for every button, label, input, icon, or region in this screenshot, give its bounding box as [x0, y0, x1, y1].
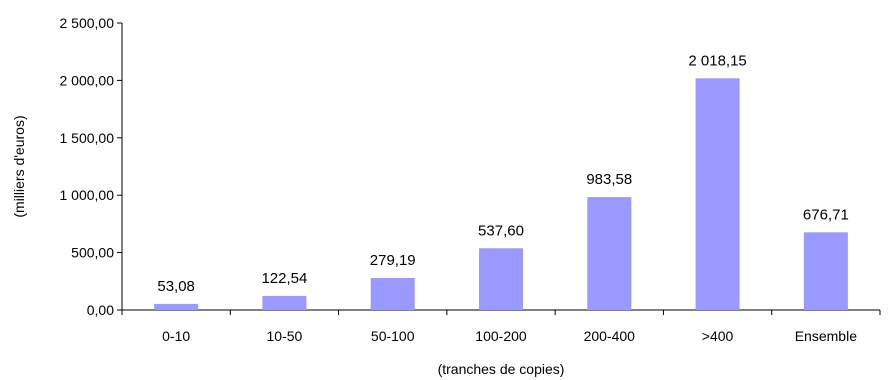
data-label: 983,58: [586, 171, 632, 188]
bars: [154, 78, 848, 311]
data-label: 53,08: [157, 278, 195, 295]
bar: [370, 277, 415, 310]
y-tick-label: 2 000,00: [60, 72, 115, 88]
x-tick-label: Ensemble: [795, 328, 857, 344]
y-tick-label: 1 000,00: [60, 187, 115, 203]
data-label: 279,19: [370, 252, 416, 269]
data-label: 122,54: [261, 270, 307, 287]
data-label: 537,60: [478, 222, 524, 239]
bar: [154, 303, 199, 310]
data-label: 676,71: [803, 206, 849, 223]
x-tick-label: >400: [702, 328, 734, 344]
bar: [695, 78, 740, 311]
y-tick-label: 1 500,00: [60, 130, 115, 146]
y-axis-title: (milliers d'euros): [11, 115, 27, 217]
bar: [587, 197, 632, 310]
x-tick-label: 0-10: [162, 328, 190, 344]
x-axis-title: (tranches de copies): [438, 361, 565, 377]
bar: [803, 232, 848, 310]
x-tick-label: 50-100: [371, 328, 415, 344]
y-tick-label: 2 500,00: [60, 15, 115, 31]
x-tick-label: 100-200: [475, 328, 527, 344]
x-axis: 0-10 10-50 50-100 100-200 200-400 >400 Ensembl…: [121, 309, 881, 344]
y-tick-label: 500,00: [71, 245, 114, 261]
data-labels: 53,08 122,54 279,19 537,60 983,58 2 018,15 676…: [157, 52, 848, 295]
y-axis: 0,00 500,00 1 000,00 1 500,00 2 000,00 2 500,…: [60, 15, 123, 318]
bar: [262, 295, 307, 310]
bar: [479, 248, 523, 310]
x-tick-label: 10-50: [267, 328, 303, 344]
y-tick-label: 0,00: [87, 302, 114, 318]
data-label: 2 018,15: [688, 52, 746, 69]
x-tick-label: 200-400: [584, 328, 636, 344]
